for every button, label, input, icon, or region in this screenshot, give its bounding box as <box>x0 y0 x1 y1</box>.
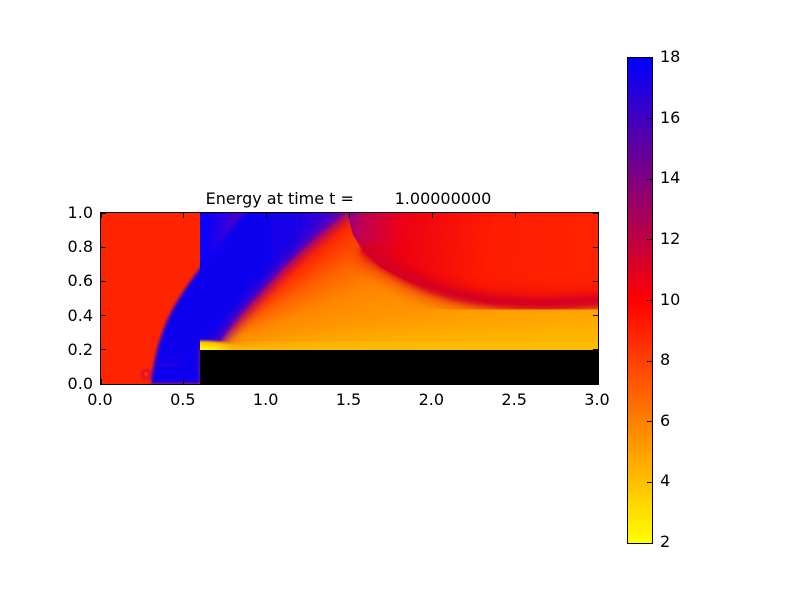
x-tick <box>183 379 185 384</box>
x-tick <box>514 379 516 384</box>
colorbar-tick-label: 16 <box>660 107 681 127</box>
y-tick <box>593 383 598 384</box>
y-tick-label: 0.0 <box>67 374 93 393</box>
x-tick-label: 3.0 <box>584 390 610 409</box>
x-tick-label: 1.0 <box>252 390 279 409</box>
colorbar-tick-label: 8 <box>660 350 671 370</box>
x-tick <box>266 379 268 384</box>
colorbar-tick-label: 2 <box>660 532 671 551</box>
x-tick <box>597 379 598 384</box>
y-tick <box>101 349 106 351</box>
flow-structures-svg <box>137 213 598 384</box>
colorbar-tick-label: 14 <box>660 168 681 188</box>
plot-title: Energy at time t = 1.00000000 <box>205 189 492 208</box>
colorbar-tick <box>647 421 652 423</box>
x-tick-label: 2.5 <box>501 390 527 409</box>
vortex-streak <box>155 362 180 368</box>
x-tick <box>101 379 102 384</box>
x-tick <box>349 379 350 384</box>
x-tick <box>514 213 516 218</box>
y-tick <box>101 383 106 384</box>
x-tick-label: 0.5 <box>170 390 196 409</box>
vortex-speck <box>148 380 152 383</box>
step-obstacle <box>200 349 598 384</box>
vortex-streak <box>157 355 184 360</box>
colorbar-tick-label: 12 <box>660 228 681 248</box>
y-tick <box>101 246 106 248</box>
x-tick <box>597 213 598 218</box>
colorbar-tick <box>647 300 652 301</box>
y-tick <box>593 280 598 282</box>
y-tick <box>593 315 598 317</box>
shock-fringe-purple <box>199 213 353 355</box>
vortex-core <box>144 372 148 376</box>
x-tick-label: 2.0 <box>418 390 445 409</box>
y-tick-label: 0.2 <box>67 339 93 359</box>
y-tick <box>593 246 598 248</box>
y-tick-label: 0.6 <box>67 271 93 291</box>
colorbar-tick <box>647 360 652 362</box>
x-tick <box>431 213 433 218</box>
y-tick <box>593 213 598 214</box>
colorbar-tick-label: 4 <box>660 471 671 491</box>
colorbar <box>627 57 653 544</box>
plot-area <box>100 212 599 385</box>
y-tick-label: 1.0 <box>67 203 93 222</box>
colorbar-tick-label: 18 <box>660 47 681 66</box>
x-tick <box>101 213 102 218</box>
colorbar-tick <box>647 178 652 180</box>
x-tick <box>266 213 268 218</box>
vortex-speck <box>137 377 142 382</box>
colorbar-tick <box>647 118 652 120</box>
y-tick <box>101 280 106 282</box>
x-tick <box>431 379 433 384</box>
reflected-shock-band <box>359 242 598 310</box>
vortex-ring <box>140 368 152 380</box>
y-tick-label: 0.4 <box>67 305 93 325</box>
colorbar-tick <box>647 239 652 241</box>
y-tick <box>101 213 106 214</box>
x-tick <box>183 213 185 218</box>
bow-shock-band <box>150 213 346 384</box>
y-tick <box>593 349 598 351</box>
x-tick <box>349 213 350 218</box>
y-tick-label: 0.8 <box>67 237 93 257</box>
corner-yellow-glow <box>200 336 276 350</box>
x-tick-label: 1.5 <box>335 390 362 409</box>
colorbar-tick <box>647 481 652 483</box>
y-tick <box>101 315 106 317</box>
colorbar-tick-label: 6 <box>660 410 671 430</box>
x-tick-label: 0.0 <box>87 390 113 409</box>
colorbar-tick-label: 10 <box>660 289 681 309</box>
